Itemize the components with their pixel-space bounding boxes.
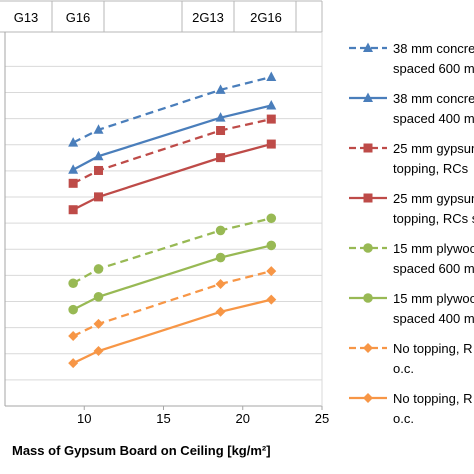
square-marker — [266, 139, 276, 149]
diamond-marker — [93, 346, 104, 357]
circle-marker — [93, 264, 104, 274]
legend-label: 38 mm concre — [393, 91, 474, 106]
legend-label: 38 mm concre — [393, 41, 474, 56]
legend-label: topping, RCs s — [393, 211, 474, 226]
square-marker — [363, 193, 373, 203]
diamond-marker — [215, 306, 226, 317]
series-4 — [68, 139, 276, 215]
legend-label: spaced 600 m — [393, 61, 474, 76]
legend-item: No topping, R o.c. — [349, 341, 473, 376]
series-line — [72, 298, 272, 365]
series-line — [72, 270, 272, 338]
header-label: G13 — [14, 10, 39, 25]
circle-marker — [266, 213, 277, 224]
circle-marker — [68, 304, 78, 315]
legend-label: spaced 400 m — [393, 111, 474, 126]
triangle-marker — [266, 71, 277, 81]
square-marker — [266, 114, 276, 124]
series-line — [72, 142, 272, 211]
square-marker — [216, 126, 226, 136]
diamond-marker — [363, 343, 373, 353]
square-marker — [68, 205, 78, 215]
circle-marker — [363, 293, 373, 303]
legend-item: 15 mm plywoo spaced 400 m — [349, 291, 474, 326]
legend-label: 25 mm gypsum — [393, 141, 474, 156]
chart-header-row: G13 G16 2G13 2G16 — [0, 0, 323, 33]
series-line — [72, 117, 272, 185]
legend-item: No topping, R o.c. — [349, 391, 473, 426]
legend-item: 38 mm concre spaced 600 m — [349, 41, 474, 76]
diamond-marker — [215, 278, 226, 289]
circle-marker — [93, 292, 104, 302]
square-marker — [94, 192, 104, 202]
legend-label: 15 mm plywoo — [393, 241, 474, 256]
series-line — [72, 217, 272, 285]
series-line — [72, 244, 272, 311]
diamond-marker — [68, 358, 79, 369]
legend-label: topping, RCs — [393, 161, 469, 176]
triangle-marker — [363, 42, 373, 52]
legend-label: 25 mm gypsum — [393, 191, 474, 206]
series-5 — [68, 213, 277, 289]
x-tick-label: 20 — [236, 411, 250, 426]
series-6 — [68, 240, 277, 315]
series-2 — [68, 100, 277, 174]
legend: 38 mm concre spaced 600 m 38 mm concre spac… — [349, 41, 474, 426]
header-label: 2G16 — [250, 10, 282, 25]
series-line — [72, 104, 272, 171]
triangle-marker — [363, 92, 373, 102]
legend-label: o.c. — [393, 411, 414, 426]
series-3 — [68, 114, 276, 188]
series-1 — [68, 71, 277, 147]
legend-item: 15 mm plywoo spaced 600 m — [349, 241, 474, 276]
header-label: 2G13 — [192, 10, 224, 25]
diamond-marker — [93, 318, 104, 329]
square-marker — [363, 143, 373, 153]
legend-item: 38 mm concre spaced 400 m — [349, 91, 474, 126]
header-label: G16 — [66, 10, 91, 25]
circle-marker — [68, 278, 78, 289]
x-tick-label: 15 — [156, 411, 170, 426]
circle-marker — [215, 225, 226, 236]
triangle-marker — [68, 137, 79, 147]
triangle-marker — [93, 150, 104, 161]
square-marker — [216, 153, 226, 163]
triangle-marker — [93, 124, 104, 134]
x-tick-labels: 10 15 20 25 — [77, 406, 329, 426]
x-axis-label: Mass of Gypsum Board on Ceiling [kg/m²] — [12, 443, 271, 458]
triangle-marker — [215, 112, 226, 122]
legend-label: spaced 400 m — [393, 311, 474, 326]
series-layer — [68, 71, 277, 369]
legend-item: 25 mm gypsum topping, RCs s — [349, 191, 474, 226]
legend-label: o.c. — [393, 361, 414, 376]
legend-label: No topping, R — [393, 341, 473, 356]
circle-marker — [266, 240, 277, 251]
circle-marker — [363, 243, 373, 253]
series-7 — [68, 266, 277, 342]
triangle-marker — [266, 100, 277, 110]
series-line — [72, 75, 272, 144]
x-tick-label: 10 — [77, 411, 91, 426]
circle-marker — [215, 252, 226, 263]
diamond-marker — [68, 331, 79, 342]
triangle-marker — [215, 84, 226, 94]
diamond-marker — [266, 294, 277, 305]
diamond-marker — [363, 393, 373, 403]
legend-label: spaced 600 m — [393, 261, 474, 276]
x-tick-label: 25 — [315, 411, 329, 426]
square-marker — [68, 178, 78, 188]
square-marker — [94, 165, 104, 175]
legend-label: 15 mm plywoo — [393, 291, 474, 306]
diamond-marker — [266, 266, 277, 277]
triangle-marker — [68, 164, 79, 174]
legend-label: No topping, R — [393, 391, 473, 406]
series-8 — [68, 294, 277, 369]
legend-item: 25 mm gypsum topping, RCs — [349, 141, 474, 176]
